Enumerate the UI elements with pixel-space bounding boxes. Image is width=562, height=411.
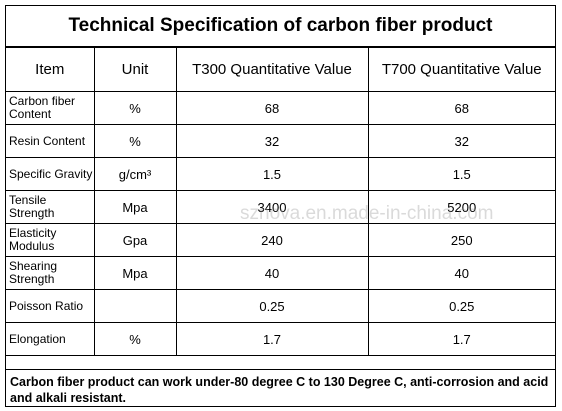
table-cell: 40 (175, 256, 369, 290)
table-row: Poisson Ratio 0.25 0.25 (6, 289, 555, 323)
table-cell: 40 (367, 256, 555, 290)
table-cell: Elongation (6, 322, 95, 356)
spec-table: Item Unit T300 Quantitative Value T700 Quan… (6, 47, 555, 356)
table-cell: 0.25 (367, 289, 555, 323)
table-cell: Tensile Strength (6, 190, 95, 224)
table-cell: 1.5 (175, 157, 369, 191)
table-cell: 68 (367, 91, 555, 125)
table-row: Elongation% 1.7 1.7 (6, 322, 555, 356)
table-row: Tensile Strength Mpa 3400 5200 (6, 190, 555, 224)
table-cell: g/cm³ (93, 157, 177, 191)
header-cell: T300 Quantitative Value (175, 47, 369, 92)
table-cell: 1.7 (175, 322, 369, 356)
table-row: Specific Gravity g/cm³ 1.5 1.5 (6, 157, 555, 191)
table-cell: 1.7 (367, 322, 555, 356)
table-cell: Poisson Ratio (6, 289, 95, 323)
table-cell: 240 (175, 223, 369, 257)
table-cell: 68 (175, 91, 369, 125)
table-cell: Mpa (93, 190, 177, 224)
table-cell: Mpa (93, 256, 177, 290)
note: Carbon fiber product can work under-80 d… (10, 375, 549, 405)
table-cell: 0.25 (175, 289, 369, 323)
table-cell: 1.5 (367, 157, 555, 191)
table-cell: 250 (367, 223, 555, 257)
table-cell: % (93, 91, 177, 125)
spec-sheet: Technical Specification of carbon fiber … (5, 5, 556, 407)
table-cell: 5200 (367, 190, 555, 224)
table-cell: % (93, 124, 177, 158)
table-cell: Gpa (93, 223, 177, 257)
table-row: Elasticity Modulus Gpa 240 250 (6, 223, 555, 257)
header-cell: Unit (93, 47, 177, 92)
title: Technical Specification of carbon fiber … (6, 6, 555, 47)
table-cell: 3400 (175, 190, 369, 224)
table-row: Resin Content% 32 32 (6, 124, 555, 158)
table-cell: Resin Content (6, 124, 95, 158)
spacer (6, 356, 555, 370)
header-cell: Item (6, 47, 95, 92)
table-cell: 32 (367, 124, 555, 158)
table-cell: 32 (175, 124, 369, 158)
table-cell (93, 289, 177, 323)
table-row: Shearing Strength Mpa 40 40 (6, 256, 555, 290)
table-cell: Specific Gravity (6, 157, 95, 191)
table-cell: Carbon fiber Content (6, 91, 95, 125)
header-row: Item Unit T300 Quantitative Value T700 Quan… (6, 47, 555, 92)
table-row: Carbon fiber Content% 68 68 (6, 91, 555, 125)
table-cell: Elasticity Modulus (6, 223, 95, 257)
table-cell: % (93, 322, 177, 356)
table-cell: Shearing Strength (6, 256, 95, 290)
header-cell: T700 Quantitative Value (367, 47, 555, 92)
